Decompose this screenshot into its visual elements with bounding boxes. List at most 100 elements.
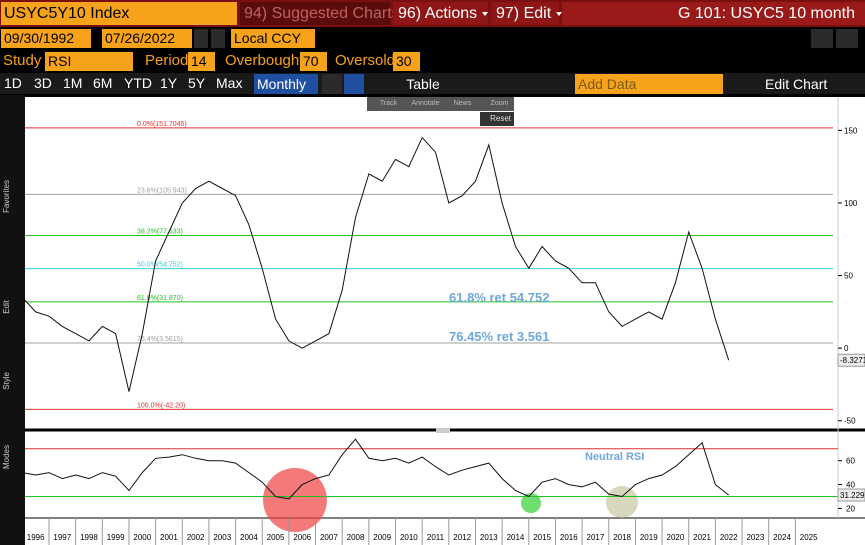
undo-button[interactable] [811, 29, 833, 48]
chart-popup: Track Annotate News Zoom [367, 97, 514, 111]
currency-select[interactable]: Local CCY [231, 29, 315, 48]
x-tick-label: 2002 [187, 533, 205, 542]
oversold-label: Oversold [335, 52, 396, 69]
overbought-input[interactable]: 70 [300, 52, 327, 71]
bar-tool[interactable] [344, 74, 364, 94]
label: 96) Actions [398, 5, 478, 22]
y-tick-label: -50 [844, 417, 856, 426]
popup-tool[interactable]: News [453, 100, 472, 107]
annotation: 61.8% ret 54.752 [449, 290, 549, 305]
plot-bg [25, 97, 865, 545]
x-tick-label: 2009 [373, 533, 391, 542]
fib-label: 38.2%(77.633) [137, 228, 183, 235]
range-button[interactable]: 6M [93, 75, 113, 91]
range-button[interactable]: 1D [4, 75, 22, 91]
y-tick-label: 60 [846, 457, 855, 466]
period-input[interactable]: 14 [188, 52, 215, 71]
y-tick-label: 20 [846, 504, 855, 513]
zone-circle [521, 493, 541, 513]
last-value-box [837, 353, 865, 367]
x-tick-label: 2012 [453, 533, 471, 542]
annotation: 76.45% ret 3.561 [449, 329, 549, 344]
x-tick-label: 2021 [693, 533, 711, 542]
study-label: Study [3, 52, 42, 69]
start-date[interactable]: 09/30/1992 [1, 29, 91, 48]
next-button[interactable] [211, 29, 225, 48]
oversold-input[interactable]: 30 [393, 52, 420, 71]
y-tick-label: 150 [844, 126, 858, 135]
side-tab[interactable]: Edit [2, 300, 11, 314]
y-tick-label: 40 [846, 481, 855, 490]
edit-menu[interactable]: 97) Edit [491, 2, 563, 25]
y-tick-label: 100 [844, 199, 858, 208]
label: 97) Edit [496, 5, 552, 22]
zone-circle [606, 486, 638, 518]
x-tick-label: 2008 [347, 533, 365, 542]
end-date[interactable]: 07/26/2022 [102, 29, 192, 48]
caret [482, 11, 489, 16]
annotation: Neutral RSI [585, 451, 644, 463]
range-button[interactable]: 1Y [160, 75, 178, 91]
side-tab[interactable]: Modes [2, 445, 11, 470]
y-tick-label: 50 [844, 272, 853, 281]
range-button[interactable]: 5Y [188, 75, 206, 91]
x-tick-label: 2007 [320, 533, 338, 542]
x-tick-label: 2017 [587, 533, 605, 542]
reset-button[interactable]: Reset [480, 112, 514, 126]
popup-tool[interactable]: Zoom [490, 100, 509, 107]
x-tick-label: 2019 [640, 533, 658, 542]
ticker-input[interactable]: USYC5Y10 Index [1, 2, 237, 25]
side-toolbar [0, 95, 25, 545]
actions-menu[interactable]: 96) Actions [393, 2, 489, 25]
last-value-box [837, 488, 865, 502]
overbought-label: Overbought [225, 52, 304, 69]
last-value: -8.3271 [840, 356, 865, 365]
x-tick-label: 1997 [53, 533, 71, 542]
x-tick-label: 2000 [133, 533, 151, 542]
x-tick-label: 2022 [720, 533, 738, 542]
x-tick-label: 2014 [507, 533, 525, 542]
popup-tool[interactable]: Annotate [411, 100, 440, 107]
x-tick-label: 2005 [267, 533, 285, 542]
redo-button[interactable] [836, 29, 858, 48]
range-button[interactable]: 3D [34, 75, 52, 91]
suggested-charts[interactable]: 94) Suggested Charts [240, 2, 400, 25]
table-button[interactable]: Table [406, 76, 440, 92]
popup-tool[interactable]: Track [379, 100, 398, 107]
x-tick-label: 1998 [80, 533, 98, 542]
side-tab[interactable]: Style [2, 372, 11, 390]
period-label: Period [145, 52, 189, 69]
fib-label: 61.8%(31.870) [137, 295, 183, 302]
range-button[interactable]: 1M [63, 75, 83, 91]
line-tool[interactable] [322, 74, 342, 94]
range-button[interactable]: Max [216, 75, 243, 91]
fib-label: 23.6%(105.943) [137, 187, 187, 194]
fib-label: 50.0%(54.752) [137, 262, 183, 269]
series-line [22, 438, 730, 500]
range-button[interactable]: YTD [124, 75, 152, 91]
x-tick-label: 2004 [240, 533, 258, 542]
x-tick-label: 2016 [560, 533, 578, 542]
x-tick-label: 2010 [400, 533, 418, 542]
side-tab[interactable]: Favorites [2, 180, 11, 213]
x-tick-label: 2020 [667, 533, 685, 542]
x-tick-label: 2015 [533, 533, 551, 542]
x-tick-label: 2024 [773, 533, 791, 542]
fib-label: 100.0%(-42.20) [137, 402, 185, 409]
x-tick-label: 1999 [107, 533, 125, 542]
fib-label: 76.4%(3.5615) [137, 336, 183, 343]
x-tick-label: 2018 [613, 533, 631, 542]
x-tick-label: 2013 [480, 533, 498, 542]
add-data-input[interactable]: Add Data [575, 74, 723, 94]
splitter[interactable] [436, 428, 450, 433]
x-tick-label: 2006 [293, 533, 311, 542]
study-input[interactable]: RSI [45, 52, 133, 71]
frequency-select[interactable]: Monthly [254, 74, 318, 94]
x-tick-label: 2003 [213, 533, 231, 542]
caret [556, 11, 563, 16]
x-tick-label: 1996 [27, 533, 45, 542]
edit-chart-button[interactable]: Edit Chart [765, 76, 828, 92]
prev-button[interactable] [194, 29, 208, 48]
